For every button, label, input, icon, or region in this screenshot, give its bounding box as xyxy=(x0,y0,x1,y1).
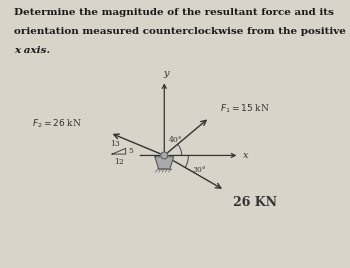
Text: 30°: 30° xyxy=(193,166,206,174)
Text: orientation measured counterclockwise from the positive: orientation measured counterclockwise fr… xyxy=(14,27,346,36)
Text: x: x xyxy=(243,151,249,160)
Text: x axis.: x axis. xyxy=(14,46,50,55)
Text: $F_2 = 26$ kN: $F_2 = 26$ kN xyxy=(32,118,82,130)
Text: 5: 5 xyxy=(129,147,134,155)
Polygon shape xyxy=(155,157,174,169)
Text: Determine the magnitude of the resultant force and its: Determine the magnitude of the resultant… xyxy=(14,8,334,17)
Text: 12: 12 xyxy=(114,158,124,166)
Text: 40°: 40° xyxy=(169,136,183,144)
Text: $F_1 = 15$ kN: $F_1 = 15$ kN xyxy=(220,102,270,115)
Circle shape xyxy=(161,152,168,159)
Text: 26 KN: 26 KN xyxy=(233,196,276,209)
Text: y: y xyxy=(164,69,169,78)
Text: 13: 13 xyxy=(110,140,120,148)
